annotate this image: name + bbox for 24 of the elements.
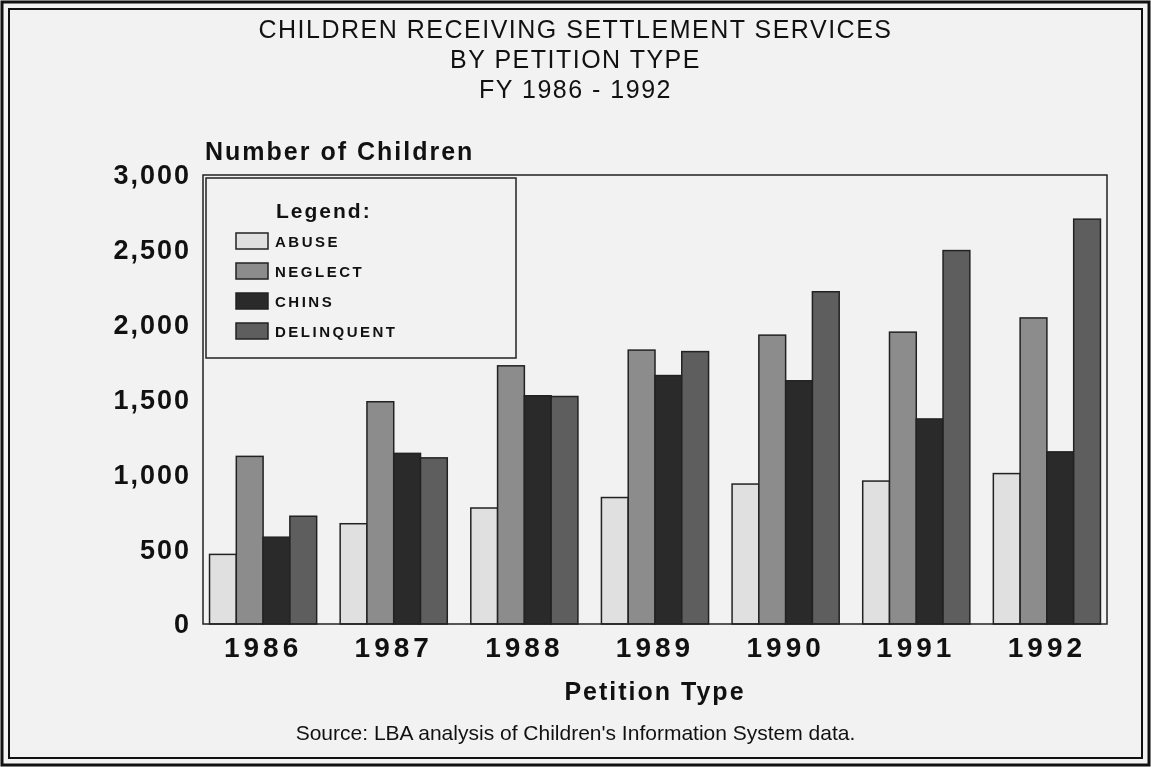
y-tick-label: 1,500 [113, 384, 191, 415]
x-axis-title: Petition Type [564, 677, 746, 705]
x-tick-label: 1988 [485, 632, 564, 663]
y-tick-label: 0 [173, 609, 191, 640]
y-tick-label: 2,500 [113, 235, 191, 266]
y-axis-title: Number of Children [205, 137, 475, 165]
legend-title: Legend: [276, 199, 372, 222]
x-tick-label: 1990 [746, 632, 825, 663]
x-tick-label: 1992 [1007, 632, 1087, 663]
x-tick-label: 1989 [615, 632, 695, 663]
legend-label: NEGLECT [275, 263, 365, 280]
chart-subtitle: FY 1986 - 1992 [479, 75, 672, 103]
legend-label: CHINS [275, 293, 335, 310]
y-tick-label: 500 [139, 534, 191, 565]
x-tick-label: 1991 [877, 632, 956, 663]
legend-label: DELINQUENT [275, 323, 398, 340]
x-tick-label: 1986 [223, 632, 303, 663]
y-tick-label: 2,000 [113, 310, 191, 341]
legend-label: ABUSE [275, 233, 341, 250]
source-note: Source: LBA analysis of Children's Information System data. [295, 721, 856, 744]
chart-title: CHILDREN RECEIVING SETTLEMENT SERVICES BY PETITION TYPE [258, 15, 893, 73]
y-tick-label: 1,000 [113, 459, 191, 490]
x-tick-label: 1987 [354, 632, 433, 663]
y-tick-label: 3,000 [113, 160, 191, 191]
